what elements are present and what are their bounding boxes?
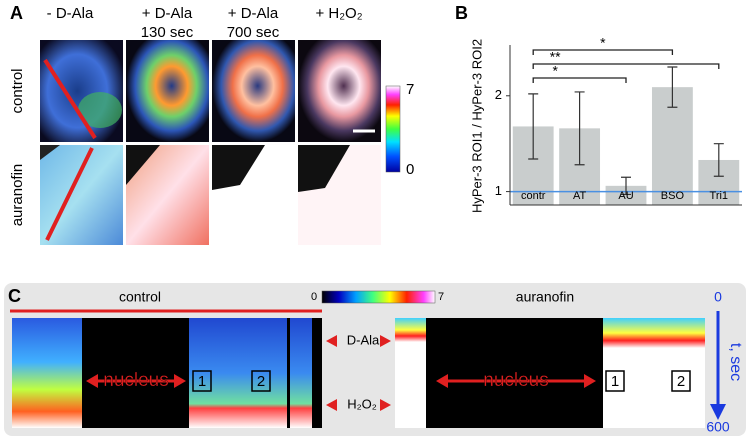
roi-box [671, 370, 691, 392]
colorbar [321, 290, 436, 304]
roi-box [192, 370, 212, 392]
significance-label: ** [550, 49, 561, 65]
row-label: control [9, 68, 26, 113]
condition-label: control [119, 289, 161, 305]
image-detail [212, 145, 265, 190]
row-label: auranofin [9, 164, 26, 227]
y-tick-label: 1 [495, 183, 502, 198]
image [603, 318, 705, 348]
image [126, 40, 209, 142]
time-tick: 0 [714, 289, 722, 305]
panel-letter: C [8, 286, 21, 306]
image [212, 40, 295, 142]
image [426, 318, 603, 428]
error-bar [528, 93, 539, 160]
marker-arrow [380, 399, 391, 411]
y-axis-label: HyPer-3 ROI1 / HyPer-3 ROI2 [469, 39, 484, 213]
panel-b: B HyPer-3 ROI1 / HyPer-3 ROI2 contr AT AU B… [455, 3, 742, 213]
colorbar-max: 7 [438, 291, 444, 303]
image [12, 318, 82, 428]
column-label: + H₂O₂ [315, 5, 362, 22]
column-label: 130 sec [141, 24, 194, 41]
colorbar-min: 0 [406, 161, 414, 178]
image-detail [298, 145, 350, 192]
x-tick-label: Tri1 [710, 190, 729, 202]
image [298, 40, 381, 142]
marker-arrow [326, 335, 337, 347]
panel-letter: A [10, 3, 23, 23]
error-bar [667, 66, 678, 108]
image-detail [126, 145, 160, 185]
arrowhead [436, 374, 448, 388]
error-bar [574, 91, 585, 166]
panel-c: C control auranofin 0 7 nucleus 1 2 D-Al… [4, 283, 746, 436]
significance-label: * [600, 35, 606, 51]
column-label: + D-Ala [142, 5, 193, 22]
colorbar-max: 7 [406, 81, 414, 98]
marker-arrow [326, 399, 337, 411]
image [40, 40, 123, 142]
colorbar [385, 85, 401, 173]
x-tick-label: BSO [661, 190, 685, 202]
x-tick-label: AU [618, 190, 633, 202]
error-bar [621, 176, 631, 196]
y-tick-label: 2 [495, 87, 502, 102]
bar [605, 185, 647, 205]
roi-label: 1 [611, 373, 619, 390]
panel-letter: B [455, 3, 468, 23]
nucleus-label: nucleus [103, 370, 169, 391]
column-label: - D-Ala [47, 5, 94, 22]
significance-bracket [532, 49, 674, 55]
roi-label: 1 [198, 373, 206, 390]
condition-label: auranofin [516, 289, 574, 305]
x-tick-label: AT [573, 190, 587, 202]
roi-box [605, 370, 625, 392]
roi-box [251, 370, 271, 392]
roi-label: 2 [257, 373, 265, 390]
image-detail [40, 145, 60, 160]
error-bar [713, 143, 724, 177]
arrowhead [86, 374, 98, 388]
image-detail [78, 92, 122, 128]
colorbar-min: 0 [311, 291, 317, 303]
significance-label: * [552, 63, 558, 79]
marker-label: H₂O₂ [347, 396, 377, 411]
scan-line [45, 147, 94, 241]
significance-bracket [532, 63, 720, 69]
marker-arrow [380, 335, 391, 347]
image [395, 318, 426, 342]
image [290, 318, 312, 428]
image [82, 318, 189, 428]
arrowhead [174, 374, 186, 388]
marker-label: D-Ala [347, 332, 380, 347]
panel-a: A 7 0 - D-Ala + D-Ala 130 sec + D-Ala 700 se… [9, 3, 414, 245]
x-tick-label: contr [521, 190, 546, 202]
column-label: 700 sec [227, 24, 280, 41]
arrowhead [584, 374, 596, 388]
column-label: + D-Ala [228, 5, 279, 22]
nucleus-label: nucleus [483, 370, 549, 391]
time-tick: 600 [706, 419, 730, 435]
significance-bracket [532, 77, 627, 83]
scan-line [43, 58, 97, 140]
roi-label: 2 [677, 373, 685, 390]
arrowhead [710, 404, 726, 420]
time-label: t, sec [727, 343, 744, 381]
